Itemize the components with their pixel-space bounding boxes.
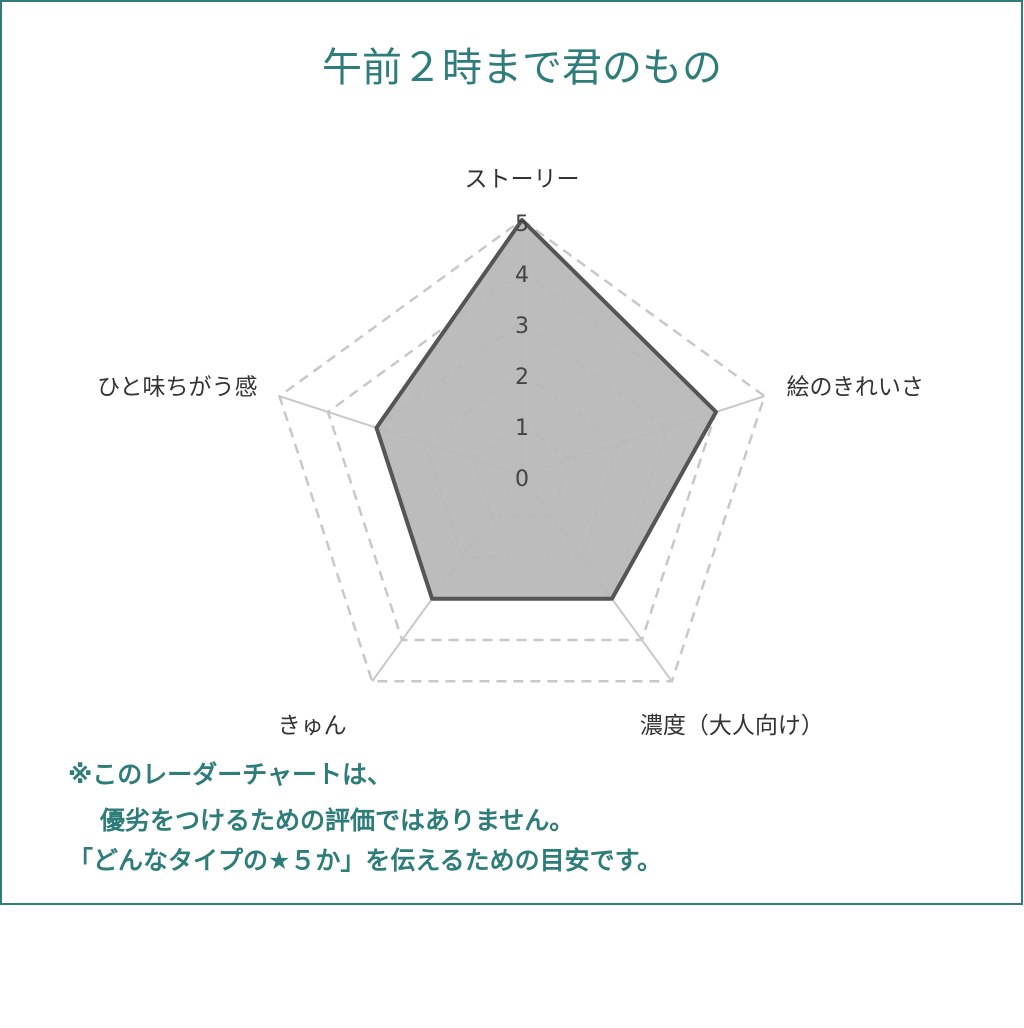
note-line: 「どんなタイプの★５か」を伝えるための目安です。 [68,846,662,875]
note-line: ※このレーダーチャートは、 [68,760,392,789]
r-tick-label: 3 [515,314,529,339]
axis-label: 濃度（大人向け） [640,713,824,739]
r-tick-label: 1 [515,416,529,441]
axis-label: ストーリー [465,167,580,193]
grid-line [278,218,766,683]
note-line: 優劣をつけるための評価ではありません。 [99,806,574,835]
axis-label: きゅん [278,713,347,739]
r-tick-label: 5 [515,212,529,237]
chart-title: 午前２時まで君のもの [322,45,722,91]
axis-label: 絵のきれいさ [787,375,924,401]
axis-label: ひと味ちがう感 [97,375,257,401]
grid-line [326,269,718,642]
r-tick-label: 0 [515,467,529,492]
data-area [374,218,719,601]
r-tick-label: 2 [515,365,529,390]
r-tick-label: 4 [515,263,529,288]
